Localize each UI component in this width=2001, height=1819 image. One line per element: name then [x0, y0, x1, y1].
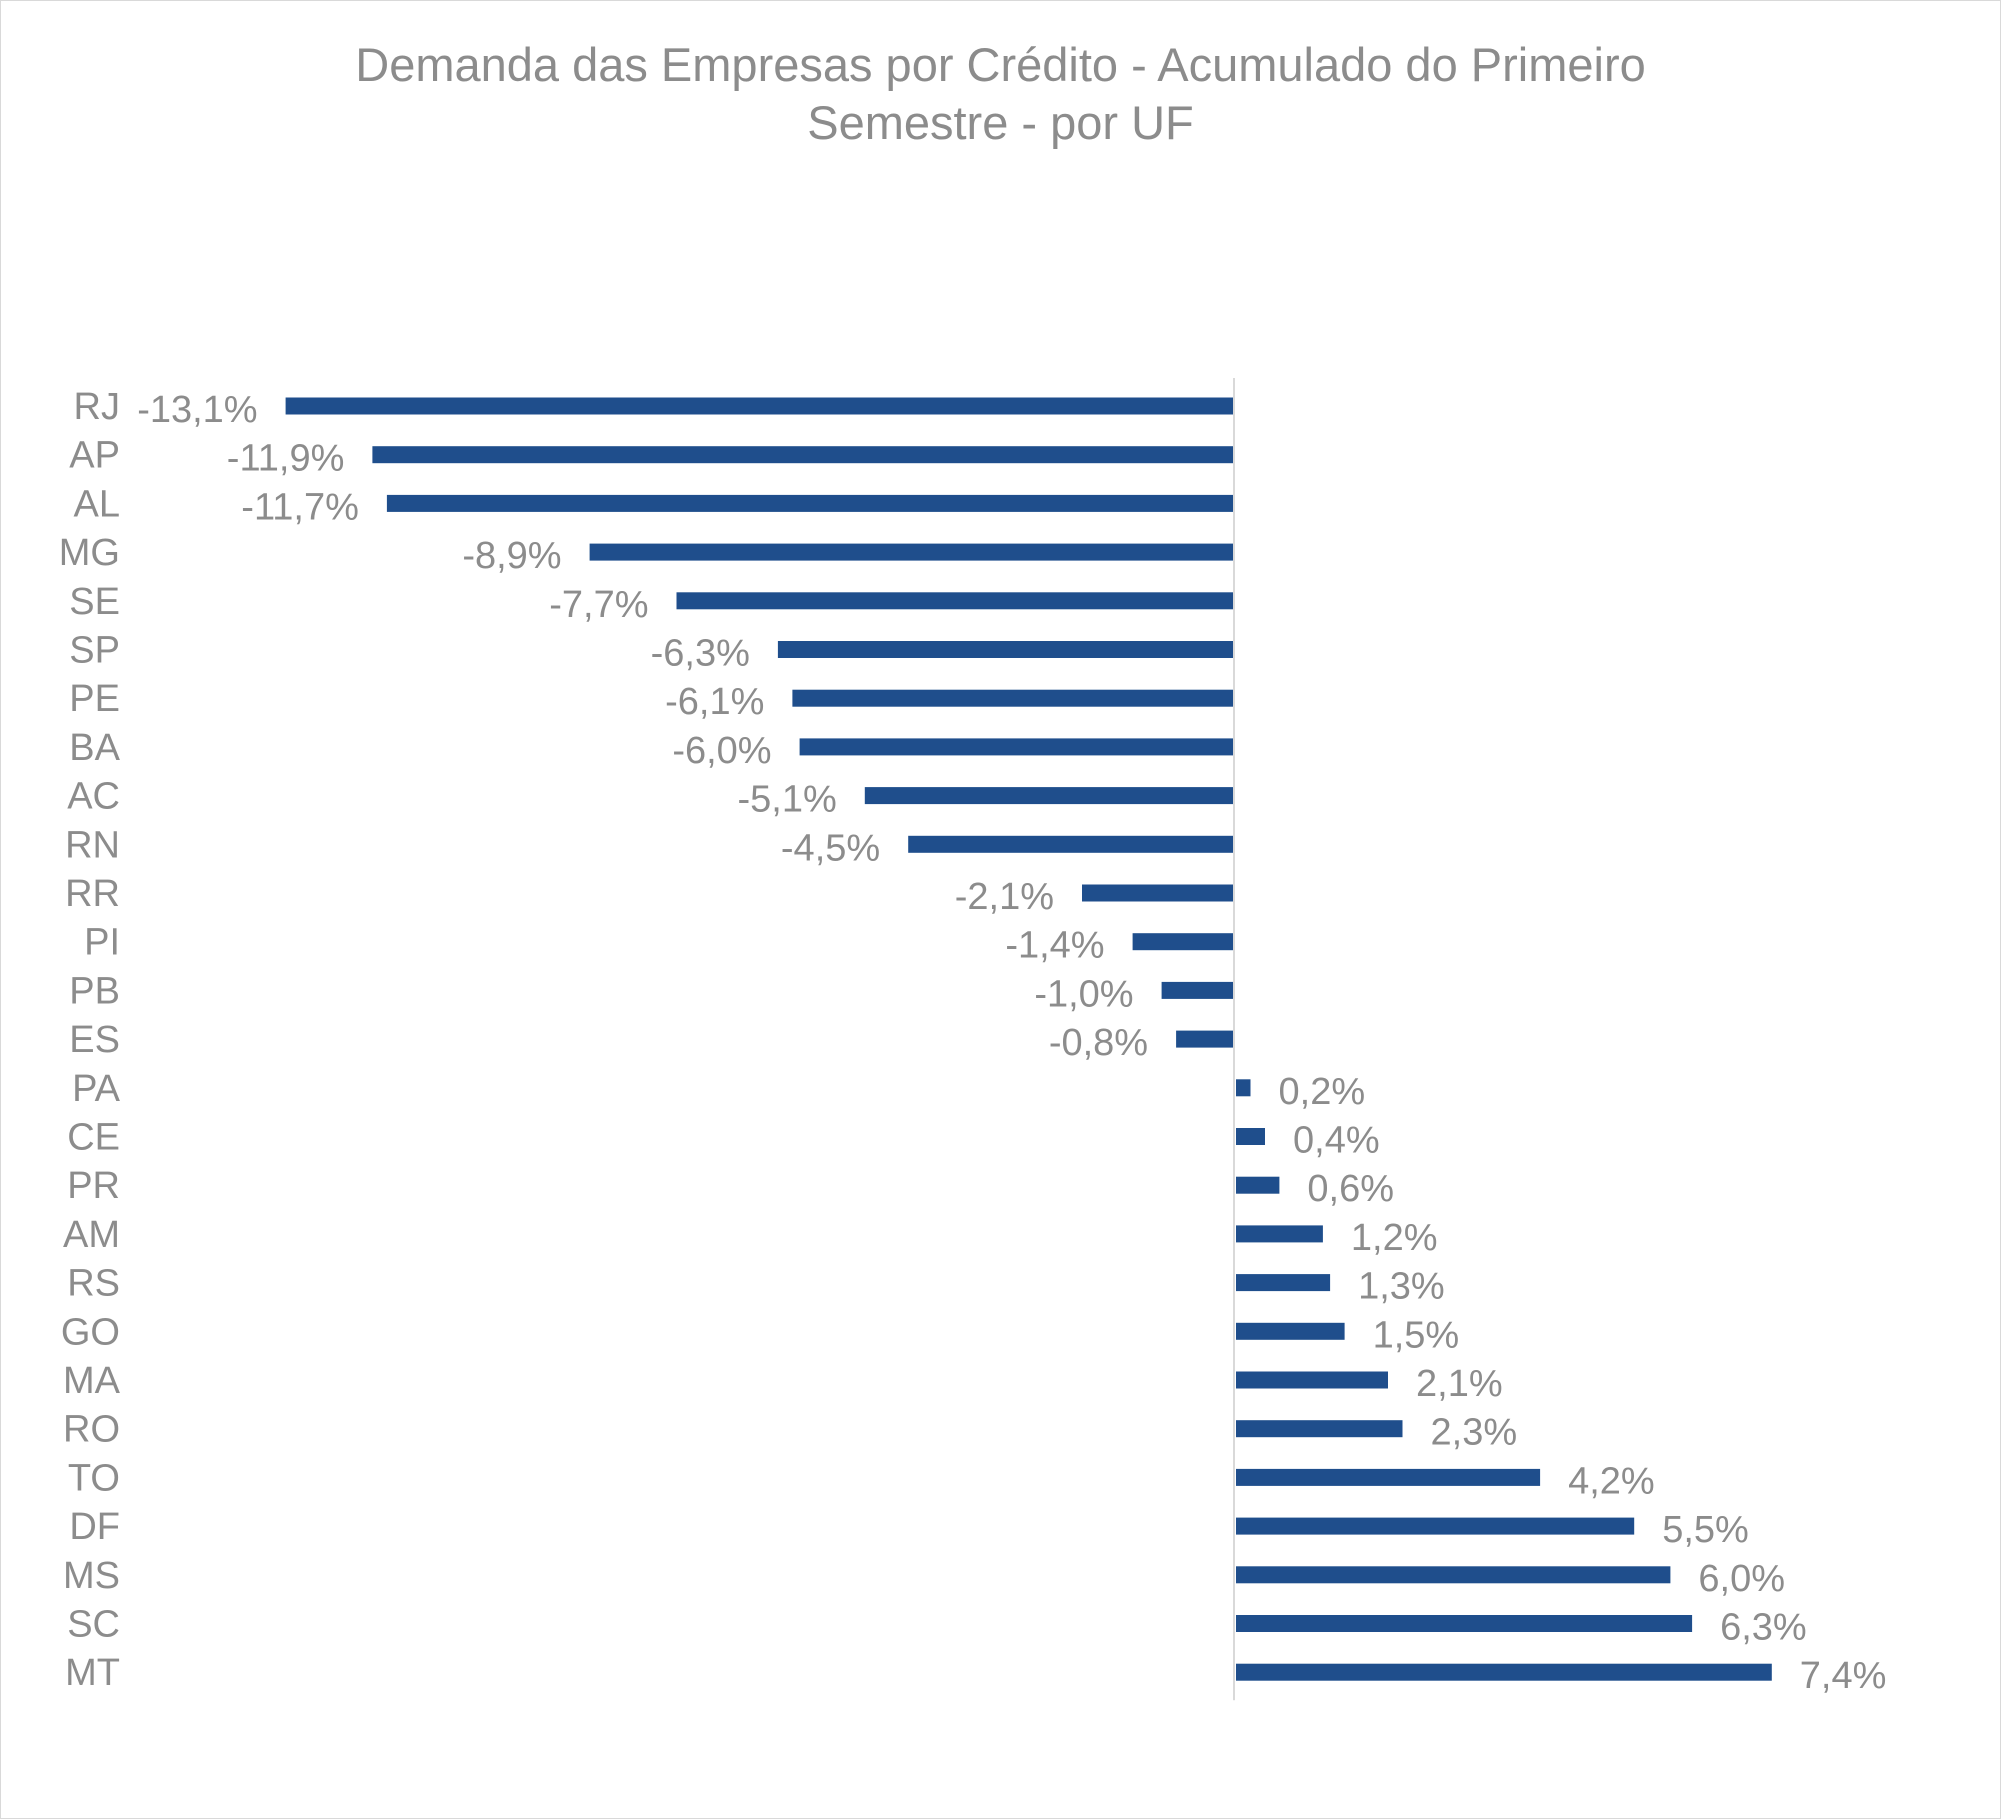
chart-title: Demanda das Empresas por Crédito - Acumu… — [0, 36, 2001, 152]
data-label-ms: 6,0% — [1698, 1558, 1785, 1600]
category-label-ba: BA — [69, 727, 120, 769]
data-label-rs: 1,3% — [1358, 1266, 1445, 1308]
data-label-mt: 7,4% — [1800, 1655, 1887, 1697]
bar-rj — [285, 397, 1235, 415]
bar-rr — [1082, 884, 1234, 902]
category-label-rn: RN — [65, 824, 120, 866]
data-label-es: -0,8% — [1049, 1022, 1148, 1064]
data-label-am: 1,2% — [1351, 1217, 1438, 1259]
data-label-ac: -5,1% — [738, 779, 837, 821]
category-label-pb: PB — [69, 970, 120, 1012]
bar-to — [1236, 1468, 1541, 1486]
category-label-ma: MA — [63, 1360, 121, 1402]
bars-layer — [285, 397, 1772, 1681]
bar-ro — [1236, 1420, 1403, 1438]
category-label-pa: PA — [72, 1068, 121, 1110]
category-label-pi: PI — [84, 922, 120, 964]
category-label-se: SE — [69, 581, 120, 623]
category-label-am: AM — [63, 1214, 120, 1256]
bar-pr — [1236, 1176, 1280, 1194]
data-label-to: 4,2% — [1568, 1460, 1655, 1502]
bar-pe — [792, 689, 1234, 707]
data-label-ce: 0,4% — [1293, 1120, 1380, 1162]
category-label-es: ES — [69, 1019, 120, 1061]
bar-pa — [1236, 1079, 1251, 1097]
bar-ac — [864, 787, 1234, 805]
category-label-go: GO — [61, 1311, 120, 1353]
data-label-pb: -1,0% — [1034, 973, 1133, 1015]
category-label-sp: SP — [69, 630, 120, 672]
data-label-pa: 0,2% — [1279, 1071, 1366, 1113]
bar-rs — [1236, 1274, 1331, 1292]
category-label-al: AL — [74, 483, 120, 525]
data-label-go: 1,5% — [1373, 1314, 1460, 1356]
category-label-ap: AP — [69, 435, 120, 477]
chart-title-line-2: Semestre - por UF — [807, 96, 1194, 149]
bar-go — [1236, 1322, 1345, 1340]
category-label-sc: SC — [67, 1604, 120, 1646]
bar-ma — [1236, 1371, 1388, 1389]
chart-title-line-1: Demanda das Empresas por Crédito - Acumu… — [355, 38, 1646, 91]
category-label-mg: MG — [59, 532, 120, 574]
bar-al — [386, 494, 1234, 512]
bar-ap — [372, 446, 1234, 464]
data-label-rn: -4,5% — [781, 827, 880, 869]
data-label-rj: -13,1% — [137, 389, 257, 431]
data-label-sp: -6,3% — [651, 633, 750, 675]
bar-pi — [1132, 933, 1234, 951]
data-label-rr: -2,1% — [955, 876, 1054, 918]
bar-ce — [1236, 1128, 1265, 1145]
bar-am — [1236, 1225, 1323, 1243]
bar-sp — [777, 641, 1234, 658]
category-label-mt: MT — [65, 1652, 120, 1694]
bar-rn — [908, 835, 1234, 853]
category-label-ce: CE — [67, 1117, 120, 1159]
labels-layer: RJ -13,1% AP -11,9% AL -11,7% MG -8,9% SE -7,7% SP… — [59, 386, 1887, 1697]
bar-se — [676, 592, 1234, 610]
category-label-ms: MS — [63, 1555, 120, 1597]
bar-ms — [1236, 1566, 1671, 1584]
data-label-df: 5,5% — [1662, 1509, 1749, 1551]
category-label-pr: PR — [67, 1165, 120, 1207]
bar-pb — [1161, 981, 1234, 999]
data-label-pi: -1,4% — [1005, 925, 1104, 967]
data-label-sc: 6,3% — [1720, 1607, 1807, 1649]
data-label-pe: -6,1% — [665, 681, 764, 723]
category-label-rs: RS — [67, 1263, 120, 1305]
bar-mt — [1236, 1663, 1772, 1681]
category-label-ro: RO — [63, 1409, 120, 1451]
data-label-mg: -8,9% — [462, 535, 561, 577]
data-label-ma: 2,1% — [1416, 1363, 1503, 1405]
data-label-ap: -11,9% — [227, 438, 345, 480]
category-label-df: DF — [69, 1506, 120, 1548]
bar-ba — [799, 738, 1234, 756]
bar-sc — [1236, 1615, 1693, 1632]
data-label-ro: 2,3% — [1431, 1412, 1518, 1454]
data-label-ba: -6,0% — [672, 730, 771, 772]
bar-es — [1176, 1030, 1234, 1048]
bar-mg — [589, 543, 1234, 561]
category-label-pe: PE — [69, 678, 120, 720]
category-label-ac: AC — [67, 776, 120, 818]
data-label-pr: 0,6% — [1307, 1168, 1394, 1210]
category-label-to: TO — [68, 1457, 120, 1499]
bar-df — [1236, 1517, 1635, 1535]
data-label-al: -11,7% — [241, 486, 359, 528]
category-label-rr: RR — [65, 873, 120, 915]
category-label-rj: RJ — [74, 386, 120, 428]
data-label-se: -7,7% — [549, 584, 648, 626]
